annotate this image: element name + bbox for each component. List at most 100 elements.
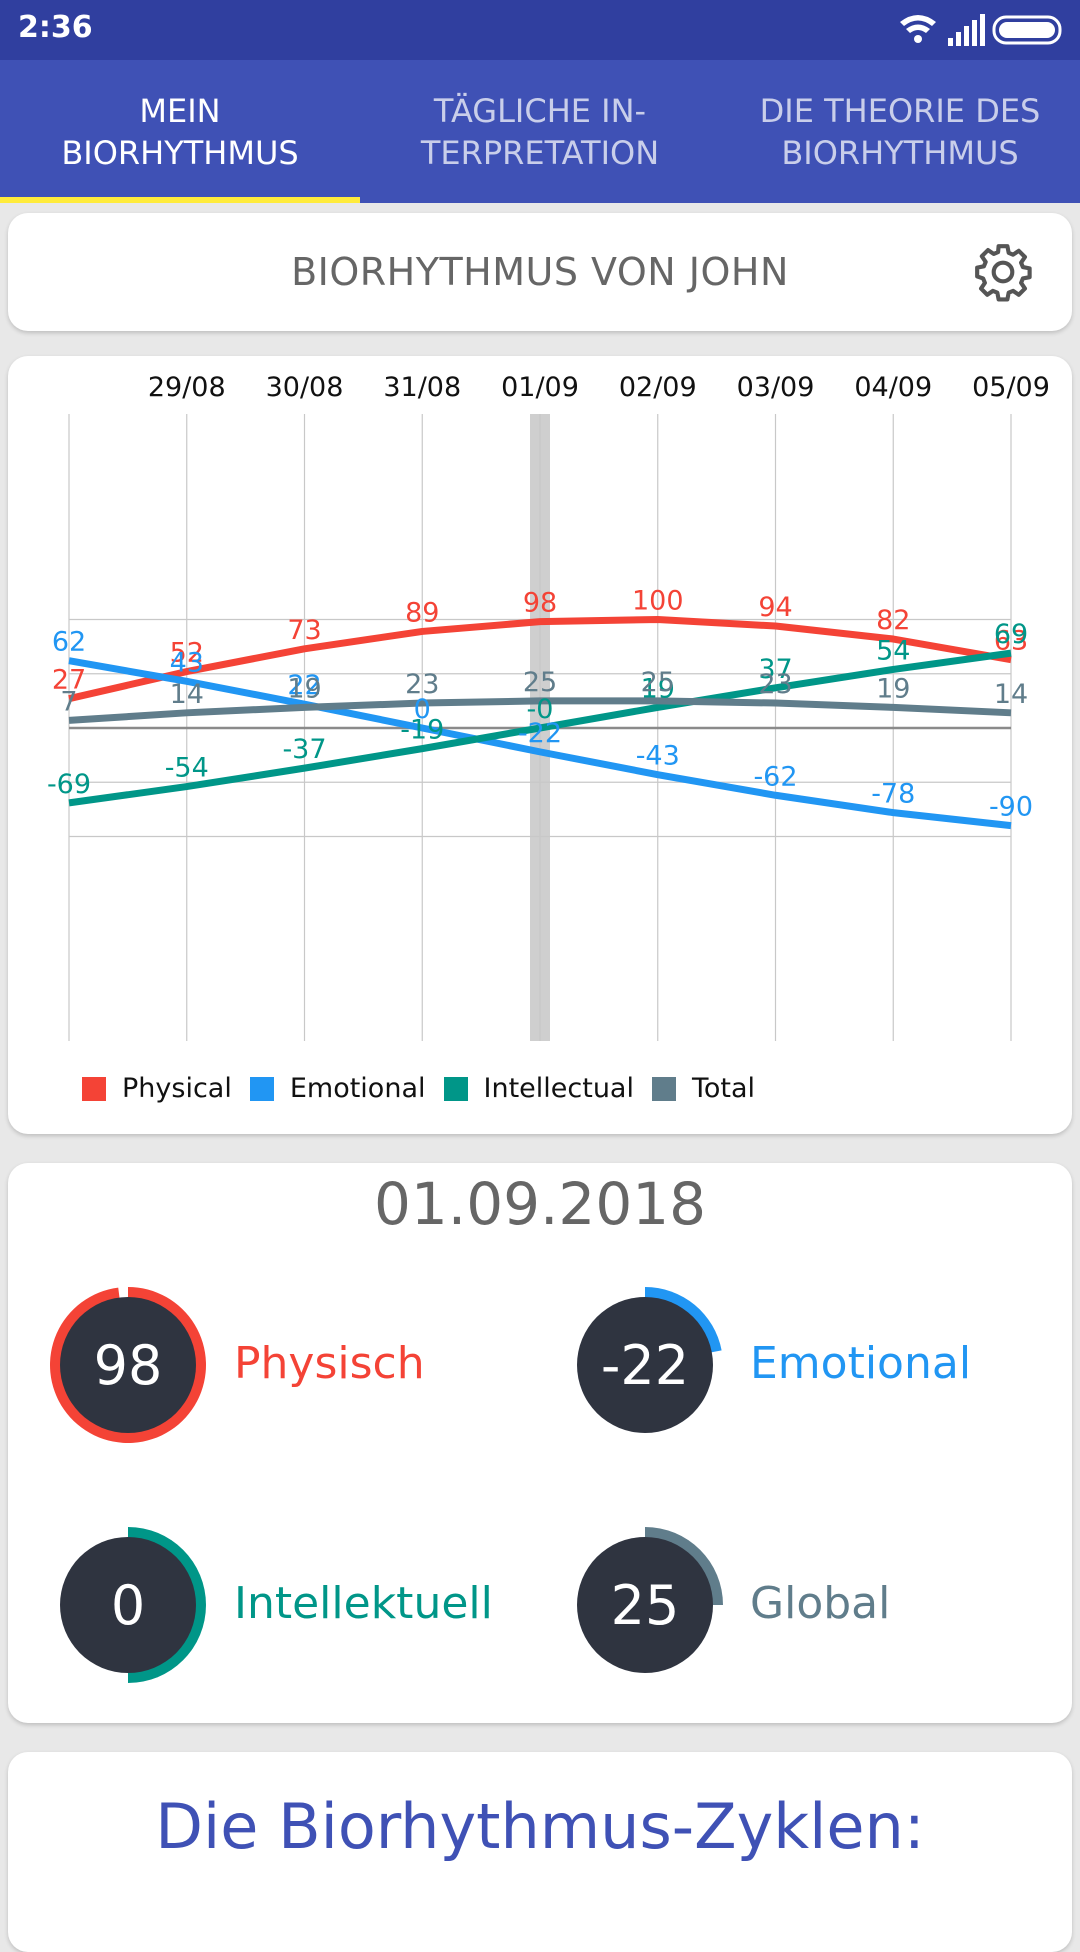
tab-label-line1: DIE THEORIE DES (759, 91, 1041, 130)
data-label-intellectual: -69 (47, 769, 91, 800)
gauge-emotional: -22 (555, 1275, 735, 1455)
gauge-value: 0 (111, 1574, 145, 1637)
gauge-label-emotional: Emotional (750, 1338, 972, 1389)
legend-label: Total (691, 1073, 756, 1104)
data-label-emotional: -90 (989, 792, 1033, 823)
data-label-physical: 52 (170, 638, 204, 669)
data-label-physical: 100 (632, 586, 684, 617)
gauge-label-physical: Physisch (234, 1338, 425, 1389)
gauge-ring: 0 (60, 1527, 206, 1683)
data-label-physical: 94 (758, 592, 792, 623)
x-tick-label: 03/09 (737, 372, 815, 403)
gauge-center (577, 1537, 713, 1673)
series-line-emotional (68, 657, 1012, 830)
data-label-emotional: 0 (414, 694, 431, 725)
legend-label: Intellectual (483, 1073, 634, 1104)
data-label-intellectual: -54 (165, 753, 209, 784)
x-tick-label: 29/08 (148, 372, 226, 403)
data-label-intellectual: -0 (527, 694, 554, 725)
data-label-intellectual: -37 (282, 734, 326, 765)
data-label-intellectual: 69 (994, 619, 1028, 650)
legend-item-physical: Physical (82, 1073, 232, 1104)
data-label-emotional: 22 (287, 670, 321, 701)
legend-item-emotional: Emotional (249, 1073, 426, 1104)
tab-theorie[interactable]: DIE THEORIE DES BIORHYTHMUS (720, 60, 1080, 203)
data-label-intellectual: 19 (641, 673, 675, 704)
data-label-physical: 27 (52, 665, 86, 696)
gauge-center (60, 1537, 196, 1673)
data-label-total: 23 (758, 669, 792, 700)
data-label-total: 19 (287, 673, 321, 704)
data-label-intellectual: -19 (400, 715, 444, 746)
x-tick-label: 01/09 (501, 372, 579, 403)
gauge-intellectual: 0 (38, 1515, 218, 1695)
data-label-physical: 89 (405, 597, 439, 628)
data-label-emotional: -78 (871, 779, 915, 810)
legend-swatch-total (651, 1076, 676, 1101)
status-bar: 2:36 (0, 0, 1080, 60)
series-line-total (68, 697, 1012, 724)
gauge-value: -22 (601, 1334, 689, 1397)
page-title: BIORHYTHMUS VON JOHN (291, 250, 789, 294)
chart-card: 29/08 30/08 31/08 01/09 02/09 03/09 04/09 05/09… (8, 356, 1072, 1134)
biorhythm-chart: 29/08 30/08 31/08 01/09 02/09 03/09 04/09 05/09… (47, 372, 1050, 1041)
gear-icon[interactable] (972, 241, 1034, 303)
data-label-physical: 63 (994, 626, 1028, 657)
tab-label-line2: BIORHYTHMUS (61, 133, 299, 172)
data-label-total: 7 (60, 686, 77, 717)
wifi-icon (900, 15, 936, 43)
data-label-total: 14 (994, 679, 1028, 710)
tab-indicator (0, 197, 360, 203)
tab-label-line1: TÄGLICHE IN- (433, 91, 647, 130)
data-label-intellectual: 54 (876, 635, 910, 666)
cycles-title: Die Biorhythmus-Zyklen: (155, 1790, 925, 1863)
today-date: 01.09.2018 (373, 1170, 707, 1238)
data-label-total: 14 (170, 679, 204, 710)
gauge-ring: 98 (49, 1287, 206, 1443)
data-label-physical: 98 (523, 588, 557, 619)
legend-label: Emotional (289, 1073, 426, 1104)
data-label-physical: 73 (287, 615, 321, 646)
data-label-intellectual: 37 (758, 654, 792, 685)
tab-taegliche-interpretation[interactable]: TÄGLICHE IN- TERPRETATION (360, 60, 720, 203)
data-label-emotional: 43 (170, 647, 204, 678)
data-label-total: 23 (405, 669, 439, 700)
status-time: 2:36 (18, 10, 93, 45)
data-label-emotional: 62 (52, 627, 86, 658)
x-tick-label: 30/08 (266, 372, 344, 403)
x-tick-label: 04/09 (854, 372, 932, 403)
x-tick-label: 05/09 (972, 372, 1050, 403)
gauge-value: 25 (611, 1574, 680, 1637)
gauge-global: 25 (555, 1515, 735, 1695)
cycles-card (8, 1752, 1072, 1952)
legend-swatch-intellectual (443, 1076, 468, 1101)
data-label-total: 25 (523, 667, 557, 698)
legend-item-intellectual: Intellectual (443, 1073, 634, 1104)
gauge-physical: 98 (38, 1275, 218, 1455)
gauge-ring: -22 (577, 1287, 722, 1433)
legend-swatch-physical (82, 1076, 106, 1101)
x-tick-label: 31/08 (383, 372, 461, 403)
status-icons (900, 14, 1062, 46)
series-line-physical (68, 616, 1012, 703)
legend-label: Physical (122, 1073, 232, 1104)
series-line-intellectual (68, 649, 1012, 807)
tab-mein-biorhythmus[interactable]: MEIN BIORHYTHMUS (0, 60, 360, 203)
chart-legend: Physical Emotional Intellectual Total (82, 1073, 773, 1104)
gauge-label-intellectual: Intellektuell (234, 1578, 493, 1629)
data-label-total: 19 (876, 673, 910, 704)
data-label-total: 25 (641, 667, 675, 698)
data-label-emotional: -43 (636, 741, 680, 772)
data-label-emotional: -22 (518, 718, 562, 749)
tab-label-line2: BIORHYTHMUS (781, 133, 1019, 172)
tab-label-line1: MEIN (139, 91, 221, 130)
gauge-center (577, 1297, 713, 1433)
name-card: BIORHYTHMUS VON JOHN (8, 213, 1072, 331)
signal-icon (948, 14, 985, 46)
gauge-label-global: Global (750, 1578, 891, 1629)
data-label-physical: 82 (876, 605, 910, 636)
data-label-emotional: -62 (753, 761, 797, 792)
battery-icon (992, 15, 1062, 45)
gauge-value: 98 (94, 1334, 163, 1397)
gauge-ring: 25 (577, 1527, 723, 1673)
